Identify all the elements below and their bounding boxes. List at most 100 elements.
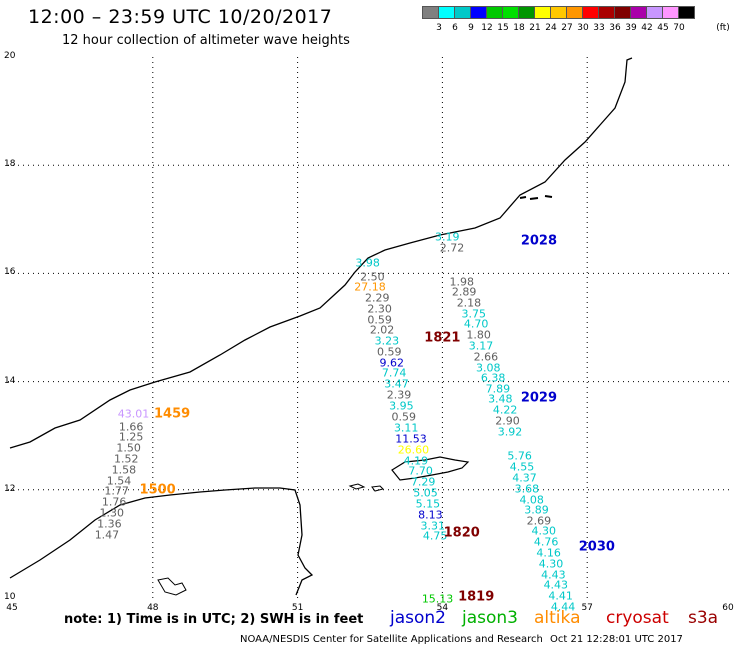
wave-height-value: 0.59 <box>391 410 417 424</box>
pass-time-label: 1819 <box>458 589 495 605</box>
wave-height-value: 7.29 <box>410 475 436 489</box>
lat-tick-label: 12 <box>4 483 16 494</box>
wave-height-value: 3.92 <box>497 425 523 439</box>
lat-tick-label: 18 <box>4 159 16 170</box>
wave-height-value: 4.30 <box>531 524 557 538</box>
wave-height-value: 1.66 <box>118 420 144 433</box>
wave-height-value: 2.50 <box>360 270 385 284</box>
wave-height-value: 0.59 <box>377 345 402 359</box>
wave-height-value: 3.95 <box>389 399 414 413</box>
wave-height-value: 1.77 <box>104 484 129 498</box>
lat-tick-label: 10 <box>4 592 16 602</box>
colorbar-label: 33 <box>593 23 605 33</box>
lat-lon-grid <box>8 57 732 598</box>
wave-height-value: 6.38 <box>480 371 506 385</box>
colorbar-label: 30 <box>577 23 589 33</box>
wave-height-value: 4.08 <box>519 493 544 507</box>
pass-time-label: 2030 <box>578 539 615 555</box>
lon-tick-label: 54 <box>436 603 449 613</box>
pass-time-label: 1500 <box>139 482 176 498</box>
wave-height-value: 3.08 <box>476 361 501 375</box>
wave-height-value: 2.39 <box>386 388 412 402</box>
wave-height-value: 2.69 <box>526 514 552 528</box>
wave-height-value: 9.62 <box>379 356 404 370</box>
wave-height-value: 4.41 <box>548 589 573 603</box>
colorbar-label: 9 <box>468 23 474 33</box>
colorbar-label: 24 <box>545 23 557 33</box>
footer-note: note: 1) Time is in UTC; 2) SWH is in fe… <box>64 612 364 627</box>
wave-height-value: 5.76 <box>507 449 532 463</box>
wave-height-value: 7.70 <box>408 464 433 478</box>
wave-height-value: 1.76 <box>101 495 127 509</box>
legend-jason3: jason3 <box>462 608 518 628</box>
colorbar-label: 39 <box>625 23 637 33</box>
wave-height-value: 3.68 <box>514 482 540 496</box>
wave-height-colorbar <box>422 6 695 19</box>
lon-tick-label: 51 <box>291 603 304 613</box>
small-island-2 <box>371 485 384 492</box>
wave-height-value: 2.66 <box>473 350 499 364</box>
wave-height-value: 2.29 <box>364 291 390 305</box>
wave-height-value: 3.17 <box>468 339 494 353</box>
map-title: 12:00 – 23:59 UTC 10/20/2017 <box>28 6 333 28</box>
colorbar-unit: (ft) <box>716 23 730 33</box>
wave-height-value: 1.25 <box>118 430 144 444</box>
coastline-arabia <box>9 57 633 449</box>
coastline-africa <box>9 487 314 596</box>
colorbar-label: 21 <box>529 23 541 33</box>
generated-timestamp: Oct 21 12:28:01 UTC 2017 <box>550 634 683 645</box>
wave-height-value: 43.01 <box>117 407 150 421</box>
legend-altika: altika <box>534 608 581 628</box>
wave-height-value: 1.80 <box>466 328 491 342</box>
wave-height-value: 5.15 <box>415 497 441 511</box>
lat-tick-label: 20 <box>4 51 16 61</box>
wave-height-value: 15.13 <box>421 592 454 606</box>
lon-tick-label: 45 <box>6 603 18 613</box>
wave-height-value: 1.98 <box>449 275 474 288</box>
wave-height-value: 3.23 <box>374 334 400 348</box>
colorbar-label: 27 <box>561 23 573 33</box>
wave-height-value: 3.48 <box>488 392 513 406</box>
colorbar-swatch <box>678 6 695 19</box>
colorbar-label: 18 <box>513 23 525 33</box>
wave-height-value: 3.11 <box>393 421 419 435</box>
wave-height-value: 1.58 <box>111 463 137 477</box>
colorbar-label: 45 <box>657 23 669 33</box>
wave-height-value: 4.37 <box>512 471 537 485</box>
colorbar-label: 36 <box>609 23 621 33</box>
wave-height-value: 4.30 <box>538 557 564 571</box>
wave-height-value: 3.19 <box>434 230 460 244</box>
colorbar-label: 3 <box>436 23 442 33</box>
small-island-1 <box>348 483 366 490</box>
legend-cryosat: cryosat <box>606 608 669 628</box>
wave-height-value: 3.98 <box>355 256 380 270</box>
wave-height-value: 27.18 <box>354 280 386 294</box>
wave-height-value: 1.47 <box>94 528 120 542</box>
wave-height-value: 7.74 <box>381 366 407 380</box>
wave-height-value: 8.13 <box>418 508 443 522</box>
wave-height-value: 2.89 <box>451 285 477 299</box>
colorbar-label: 70 <box>673 23 685 33</box>
wave-height-value: 1.52 <box>114 452 139 466</box>
wave-height-value: 4.19 <box>403 454 429 468</box>
credit-text: NOAA/NESDIS Center for Satellite Applica… <box>240 634 543 645</box>
lat-tick-label: 14 <box>4 375 16 386</box>
legend-jason2: jason2 <box>390 608 446 628</box>
socotra-island <box>391 456 470 481</box>
lon-tick-label: 48 <box>147 603 159 613</box>
wave-height-value: 4.55 <box>509 460 535 474</box>
colorbar-labels: 3 6 9 12 15 18 21 24 27 30 33 36 39 42 45 70 (ft) <box>422 23 734 37</box>
wave-height-value: 1.54 <box>106 474 132 488</box>
wave-height-value: 4.22 <box>492 403 518 417</box>
wave-height-value: 3.89 <box>524 503 549 517</box>
wave-height-value: 3.75 <box>461 307 487 321</box>
pass-time-label: 2029 <box>520 390 558 406</box>
wave-height-value: 7.89 <box>485 382 511 396</box>
wave-height-value: 2.02 <box>369 323 395 337</box>
wave-height-value: 11.53 <box>395 432 427 446</box>
wave-height-value: 0.59 <box>367 313 392 327</box>
wave-height-value: 2.72 <box>439 241 465 255</box>
colorbar-label: 42 <box>641 23 653 33</box>
